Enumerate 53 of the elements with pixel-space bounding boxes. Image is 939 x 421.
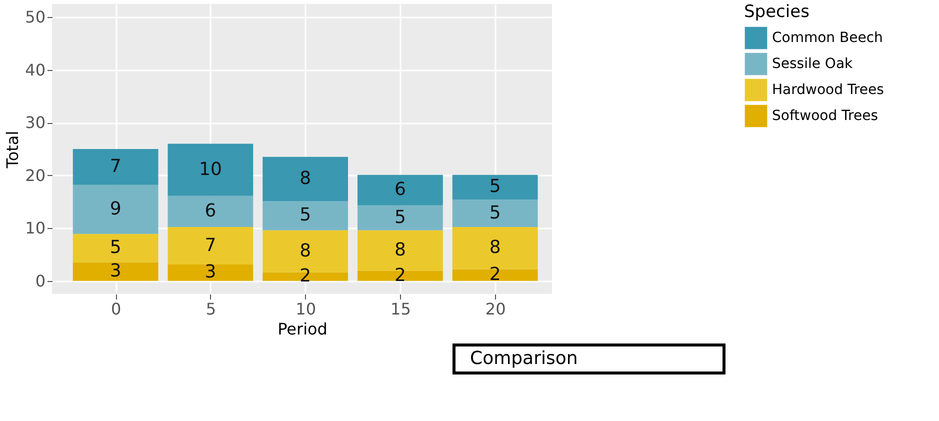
legend-label: Softwood Trees — [772, 108, 878, 124]
bar — [168, 144, 254, 196]
y-tick-label: 30 — [25, 113, 46, 132]
bar — [168, 196, 254, 228]
y-tick-label: 50 — [25, 8, 46, 27]
bar — [262, 156, 348, 202]
bar — [72, 184, 158, 234]
bar — [168, 264, 254, 281]
bar — [72, 262, 158, 281]
data-label: 5 — [394, 206, 406, 228]
y-axis-title: Total — [3, 130, 22, 170]
data-label: 10 — [198, 158, 222, 180]
x-tick-label: 15 — [390, 300, 411, 318]
data-label: 2 — [300, 266, 312, 287]
data-label: 2 — [489, 264, 501, 286]
data-label: 3 — [204, 262, 216, 283]
data-label: 3 — [110, 260, 122, 282]
x-axis-title: Period — [278, 320, 328, 338]
data-label: 6 — [204, 200, 216, 222]
data-label: 8 — [300, 168, 312, 190]
data-label: 8 — [489, 237, 501, 258]
data-label: 7 — [204, 234, 216, 256]
bar — [72, 234, 158, 262]
y-tick-label: 20 — [25, 166, 46, 185]
bar — [262, 201, 348, 230]
bar — [72, 149, 158, 185]
data-label: 9 — [110, 198, 122, 220]
y-tick-label: 0 — [35, 271, 46, 290]
data-label: 5 — [110, 237, 122, 258]
data-label: 8 — [394, 240, 406, 260]
text: Comparison — [470, 348, 578, 369]
data-label: 5 — [300, 204, 312, 226]
data-label: 5 — [489, 202, 501, 224]
data-label: 8 — [300, 240, 312, 262]
bar — [452, 174, 538, 200]
x-tick-label: 0 — [110, 300, 122, 318]
bar — [452, 200, 538, 228]
x-tick-label: 5 — [206, 300, 216, 318]
y-tick-label: 10 — [25, 218, 46, 238]
y-tick-label: 40 — [25, 60, 46, 80]
data-label: 7 — [110, 156, 122, 177]
legend-label: Hardwood Trees — [772, 82, 884, 98]
data-label: 6 — [394, 179, 406, 200]
data-label: 5 — [489, 176, 501, 198]
legend-label: Sessile Oak — [772, 56, 854, 72]
x-tick-label: 10 — [296, 300, 316, 318]
bar — [358, 174, 443, 206]
data-label: 2 — [394, 264, 406, 286]
bar — [358, 205, 443, 230]
legend-label: Common Beech — [772, 30, 883, 46]
x-tick-label: 20 — [485, 300, 506, 318]
bar — [168, 227, 254, 264]
legend-title: Species — [744, 2, 810, 22]
